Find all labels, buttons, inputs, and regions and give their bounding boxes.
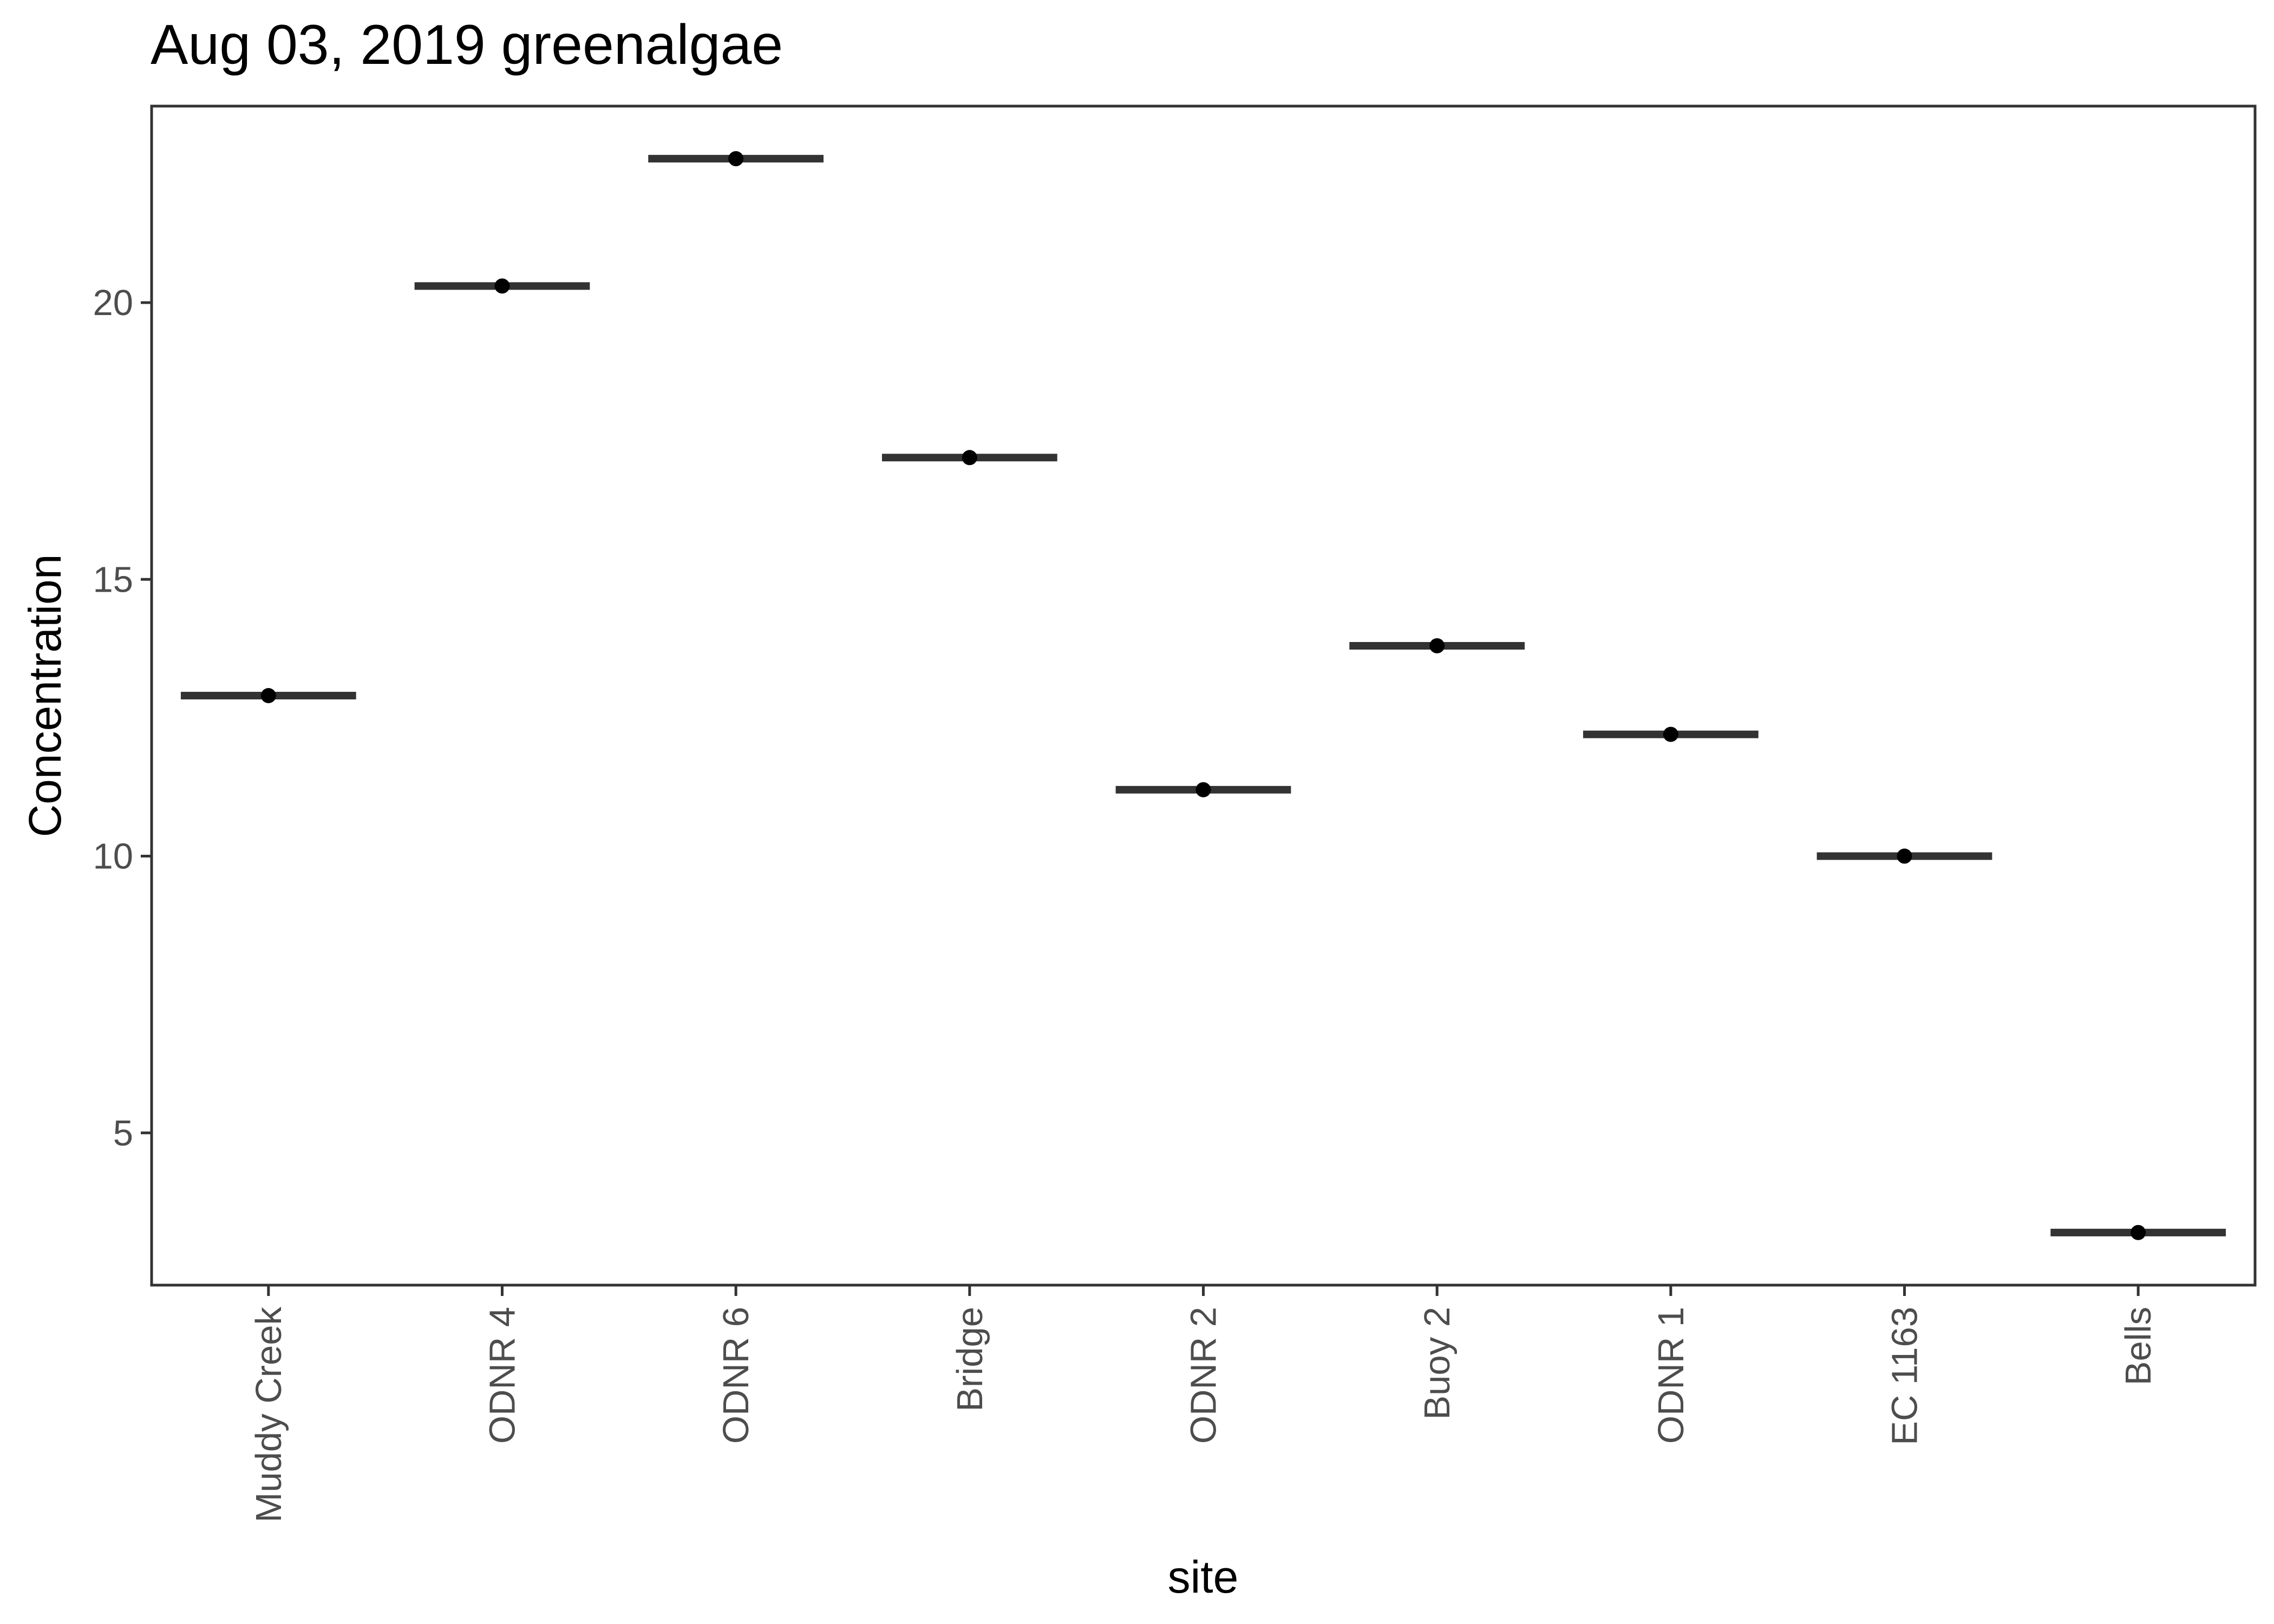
- x-axis-ticks: Muddy Creek ODNR 4 ODNR 6 Bridge ODNR 2 Buoy …: [249, 1285, 2159, 1522]
- data-point: [1195, 782, 1211, 797]
- y-tick-label: 10: [93, 836, 133, 877]
- data-point: [2131, 1224, 2146, 1240]
- y-tick-label: 20: [93, 283, 133, 323]
- y-tick-label: 5: [113, 1113, 133, 1154]
- data-point: [260, 688, 276, 703]
- x-tick-label: EC 1163: [1885, 1307, 1925, 1445]
- x-tick-label: Muddy Creek: [249, 1307, 289, 1523]
- x-tick-label: Buoy 2: [1417, 1307, 1458, 1420]
- x-tick-label: ODNR 2: [1184, 1307, 1224, 1444]
- chart-title: Aug 03, 2019 greenalgae: [151, 14, 783, 76]
- y-axis-ticks: 5 10 15 20: [93, 283, 152, 1154]
- x-tick-label: Bridge: [950, 1307, 990, 1412]
- data-point: [1429, 638, 1445, 653]
- data-point: [1897, 848, 1912, 864]
- x-axis-label: site: [1168, 1551, 1239, 1602]
- data-point: [494, 278, 510, 294]
- x-tick-label: Bells: [2118, 1307, 2159, 1385]
- x-tick-label: ODNR 6: [716, 1307, 756, 1444]
- data-point: [728, 151, 744, 167]
- x-tick-label: ODNR 1: [1651, 1307, 1691, 1444]
- y-tick-label: 15: [93, 559, 133, 600]
- data-point: [962, 450, 977, 466]
- data-marks: [180, 151, 2226, 1240]
- plot-panel: [150, 104, 2257, 1287]
- x-tick-label: ODNR 4: [482, 1307, 523, 1444]
- y-axis-label: Concentration: [19, 554, 70, 837]
- data-point: [1663, 726, 1678, 742]
